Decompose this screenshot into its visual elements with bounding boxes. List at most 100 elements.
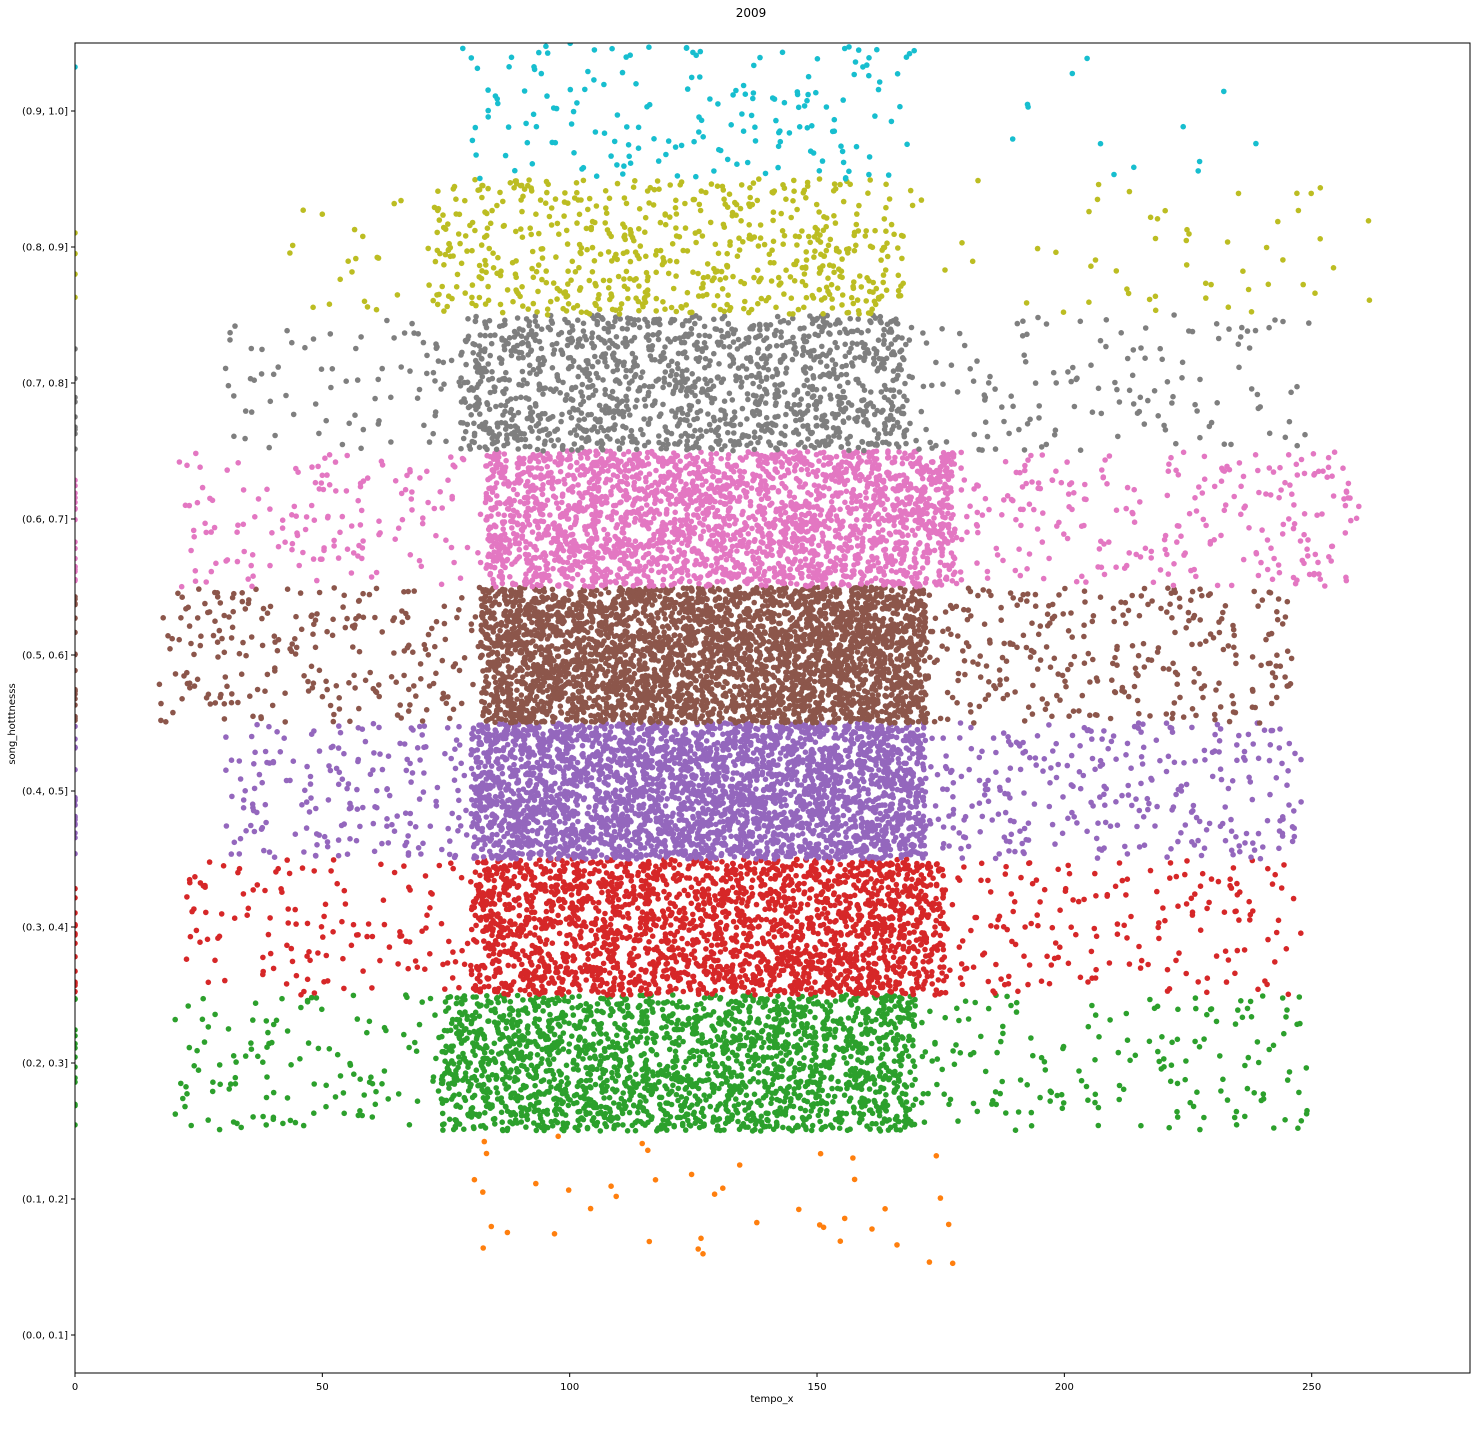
data-point	[841, 1215, 848, 1222]
data-point	[875, 1104, 882, 1111]
data-point	[493, 940, 500, 947]
data-point	[527, 1055, 533, 1061]
data-point	[564, 1075, 570, 1081]
data-point	[1206, 899, 1212, 906]
data-point	[637, 987, 644, 994]
data-point	[1052, 940, 1059, 946]
data-point	[956, 944, 963, 950]
data-point	[750, 997, 756, 1004]
data-point	[469, 1105, 476, 1111]
data-point	[700, 1005, 707, 1012]
data-point	[413, 1048, 420, 1054]
data-point	[882, 1206, 888, 1212]
data-point	[422, 966, 428, 972]
data-point	[888, 872, 895, 879]
data-point	[518, 929, 525, 936]
data-point	[921, 1119, 928, 1125]
data-point	[369, 1114, 376, 1120]
data-point	[1192, 891, 1198, 897]
data-point	[583, 1016, 589, 1023]
data-point	[671, 1122, 677, 1129]
data-point	[787, 1075, 794, 1081]
data-point	[643, 1072, 649, 1079]
data-point	[764, 1066, 771, 1072]
data-point	[825, 1092, 831, 1099]
data-point	[895, 864, 901, 870]
data-point	[618, 874, 624, 881]
data-point	[666, 1046, 673, 1053]
data-point	[810, 921, 816, 928]
data-point	[675, 945, 681, 951]
data-point	[263, 1094, 270, 1101]
data-point	[754, 964, 761, 970]
data-point	[588, 1012, 594, 1018]
data-point	[851, 1176, 858, 1183]
data-point	[681, 887, 688, 894]
data-point	[1026, 962, 1033, 968]
data-point	[728, 1074, 735, 1080]
data-point	[1284, 1007, 1290, 1013]
data-point	[841, 1092, 848, 1098]
data-point	[730, 918, 737, 925]
data-point	[949, 901, 956, 908]
data-point	[759, 1044, 765, 1051]
data-point	[699, 917, 706, 924]
data-point	[1156, 920, 1162, 926]
data-point	[201, 1039, 208, 1045]
data-point	[1207, 1006, 1214, 1013]
data-point	[967, 1051, 974, 1058]
data-point	[735, 1118, 741, 1125]
data-point	[800, 1122, 807, 1128]
data-point	[872, 1099, 878, 1106]
data-point	[851, 961, 857, 968]
data-point	[1160, 905, 1166, 911]
data-point	[172, 1016, 178, 1023]
data-point	[745, 989, 751, 995]
data-point	[340, 955, 346, 962]
data-point	[1230, 865, 1237, 871]
data-point	[783, 1094, 789, 1101]
data-point	[670, 1064, 677, 1071]
data-point	[615, 896, 622, 903]
data-point	[891, 1058, 898, 1064]
data-point	[477, 972, 483, 978]
data-point	[305, 1040, 312, 1046]
data-point	[600, 960, 607, 967]
data-point	[878, 1062, 885, 1069]
data-point	[339, 918, 345, 925]
data-point	[801, 880, 807, 887]
data-point	[716, 1116, 723, 1122]
data-point	[551, 1076, 557, 1082]
data-point	[498, 929, 504, 935]
data-point	[998, 1038, 1004, 1045]
data-point	[680, 947, 686, 953]
data-point	[658, 1094, 665, 1101]
data-point	[191, 1063, 197, 1069]
data-point	[205, 1024, 212, 1030]
data-point	[883, 1092, 889, 1098]
data-point	[533, 1180, 539, 1187]
data-point	[626, 1097, 633, 1103]
data-point	[452, 959, 459, 965]
data-point	[595, 989, 601, 995]
data-point	[618, 1095, 625, 1102]
data-point	[834, 1085, 841, 1092]
data-point	[865, 965, 872, 971]
data-point	[725, 1055, 732, 1062]
data-point	[1161, 1064, 1167, 1070]
data-point	[357, 1076, 364, 1082]
data-point	[1075, 898, 1082, 905]
data-point	[910, 922, 917, 929]
data-point	[653, 922, 659, 929]
data-point	[704, 1012, 711, 1018]
data-point	[565, 989, 572, 995]
data-point	[323, 952, 330, 959]
data-point	[587, 1205, 594, 1212]
data-point	[565, 1187, 572, 1193]
data-point	[1028, 920, 1034, 927]
data-point	[764, 996, 770, 1002]
data-point	[946, 1101, 952, 1108]
data-point	[815, 1081, 821, 1088]
data-point	[1024, 1082, 1030, 1088]
data-point	[781, 1006, 788, 1013]
